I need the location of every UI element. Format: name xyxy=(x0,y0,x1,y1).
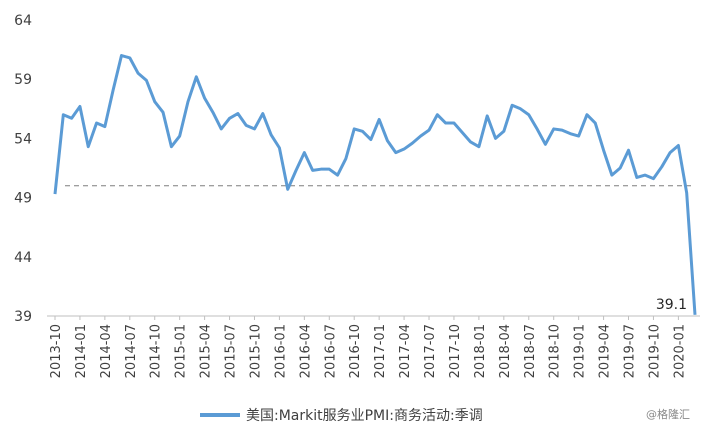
y-tick-label: 39 xyxy=(14,309,32,325)
x-tick-label: 2018-01 xyxy=(473,324,488,378)
data-line xyxy=(53,54,697,315)
y-tick-label: 44 xyxy=(14,250,32,266)
x-tick-label: 2017-01 xyxy=(373,324,388,378)
x-tick-label: 2020-01 xyxy=(672,324,687,378)
x-tick-label: 2019-10 xyxy=(647,324,662,378)
x-tick-label: 2015-07 xyxy=(224,324,239,378)
x-tick-label: 2017-07 xyxy=(423,324,438,378)
watermark: @格隆汇 xyxy=(646,407,690,421)
x-tick-label: 2015-01 xyxy=(174,324,189,378)
x-tick-label: 2014-01 xyxy=(74,324,89,378)
x-tick-label: 2013-10 xyxy=(49,324,64,378)
x-tick-label: 2014-07 xyxy=(124,324,139,378)
x-tick-label: 2015-10 xyxy=(248,324,263,378)
value-label: 39.1 xyxy=(656,297,687,313)
y-tick-label: 49 xyxy=(14,191,32,207)
x-tick-label: 2018-10 xyxy=(548,324,563,378)
x-tick-label: 2015-04 xyxy=(199,324,214,378)
x-tick-label: 2018-07 xyxy=(523,324,538,378)
x-tick-label: 2016-04 xyxy=(298,324,313,378)
x-tick-label: 2019-04 xyxy=(598,324,613,378)
x-tick-label: 2016-07 xyxy=(323,324,338,378)
legend-label: 美国:Markit服务业PMI:商务活动:季调 xyxy=(246,408,483,424)
x-tick-label: 2018-04 xyxy=(498,324,513,378)
x-tick-label: 2014-04 xyxy=(99,324,114,378)
y-tick-label: 59 xyxy=(14,72,32,88)
y-tick-label: 54 xyxy=(14,131,32,147)
y-tick-label: 64 xyxy=(14,13,32,29)
x-tick-label: 2017-04 xyxy=(398,324,413,378)
x-tick-label: 2017-10 xyxy=(448,324,463,378)
x-tick-label: 2019-01 xyxy=(573,324,588,378)
x-tick-label: 2014-10 xyxy=(149,324,164,378)
x-tick-label: 2016-01 xyxy=(273,324,288,378)
x-tick-label: 2016-10 xyxy=(348,324,363,378)
x-tick-label: 2019-07 xyxy=(623,324,638,378)
